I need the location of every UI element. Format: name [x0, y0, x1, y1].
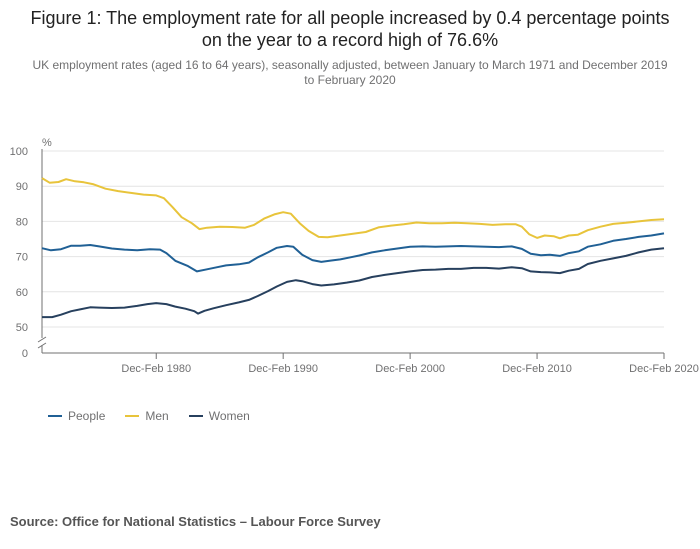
y-tick-label: 90	[16, 181, 28, 193]
gridlines	[42, 150, 664, 328]
legend-item-people[interactable]: People	[48, 409, 105, 423]
x-tick-label: Dec-Feb 1990	[248, 363, 318, 375]
y-tick-label: 100	[10, 146, 28, 158]
legend-item-men[interactable]: Men	[125, 409, 169, 423]
legend-swatch	[125, 415, 140, 417]
y-tick-label: 60	[16, 287, 28, 299]
x-tick-label: Dec-Feb 2020	[629, 363, 699, 375]
legend: People Men Women	[48, 409, 250, 423]
source-note: Source: Office for National Statistics –…	[10, 514, 381, 529]
x-tick-label: Dec-Feb 1980	[121, 363, 191, 375]
x-tick-label: Dec-Feb 2000	[375, 363, 445, 375]
axes: 100 90 80 70 60 50 0% Dec-Feb 1980 Dec-Feb 1990 D…	[10, 137, 699, 375]
legend-swatch	[48, 415, 62, 417]
legend-item-women[interactable]: Women	[188, 409, 250, 423]
legend-label: Men	[145, 409, 169, 423]
axis-break-mark	[37, 336, 47, 343]
legend-label: Women	[208, 409, 250, 423]
y-axis-unit: %	[42, 137, 52, 149]
axis-break-mark	[37, 342, 47, 349]
legend-label: People	[68, 409, 106, 423]
series-lines	[41, 177, 665, 319]
chart-title: Figure 1: The employment rate for all pe…	[30, 8, 670, 50]
y-tick-label: 80	[16, 216, 28, 228]
legend-swatch	[188, 415, 203, 417]
series-line-people	[41, 232, 665, 273]
y-tick-label: 70	[16, 252, 28, 264]
y-tick-label: 50	[16, 322, 28, 334]
series-line-women	[42, 247, 665, 319]
x-tick-label: Dec-Feb 2010	[502, 363, 572, 375]
chart-subtitle: UK employment rates (aged 16 to 64 years…	[32, 58, 668, 87]
y-tick-label: 0	[22, 348, 28, 360]
series-line-men	[41, 177, 665, 240]
